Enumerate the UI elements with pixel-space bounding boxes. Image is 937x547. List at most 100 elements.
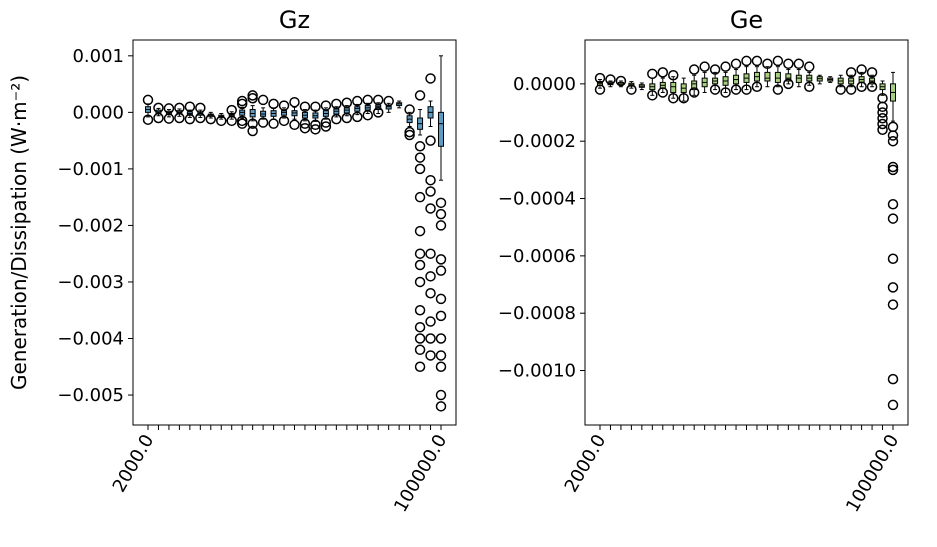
flier	[226, 104, 237, 116]
flier	[414, 225, 426, 237]
flier	[236, 98, 248, 110]
flier	[425, 288, 436, 299]
flier	[435, 361, 447, 373]
flier	[247, 92, 258, 104]
flier	[414, 90, 426, 101]
flier	[142, 114, 154, 125]
flier	[414, 248, 426, 259]
flier	[435, 350, 447, 361]
flier	[163, 113, 175, 124]
flier	[195, 112, 206, 124]
flier	[887, 299, 899, 310]
flier	[299, 101, 311, 112]
flier	[435, 401, 447, 412]
flier	[835, 84, 846, 95]
box	[354, 106, 361, 112]
y-tick-label: −0.0008	[498, 303, 576, 324]
flier	[414, 163, 426, 175]
flier	[216, 115, 227, 127]
chart-title: Ge	[730, 6, 763, 34]
flier	[887, 282, 899, 293]
flier	[268, 118, 279, 129]
flier	[594, 72, 606, 84]
flier	[435, 265, 447, 276]
flier	[341, 97, 353, 109]
flier	[320, 121, 332, 132]
flier	[142, 94, 154, 106]
plot-frame	[132, 39, 457, 426]
box	[795, 74, 802, 83]
y-axis-label: Generation/Dissipation (W·m⁻²)	[7, 75, 31, 390]
x-tick-label: 100000.0	[390, 431, 451, 516]
flier	[372, 107, 384, 118]
flier	[647, 90, 658, 101]
flier	[310, 119, 321, 131]
flier	[153, 102, 164, 114]
flier	[331, 113, 342, 125]
flier	[236, 118, 248, 129]
x-tick-label: 2000.0	[561, 431, 611, 496]
flier	[362, 109, 373, 121]
flier	[153, 112, 164, 124]
flier	[688, 87, 700, 98]
flier	[414, 344, 426, 356]
y-tick-label: −0.003	[57, 272, 124, 293]
flier	[320, 100, 332, 111]
flier	[877, 107, 888, 118]
flier	[236, 95, 248, 107]
flier	[257, 117, 269, 128]
y-tick-label: −0.0006	[498, 246, 576, 267]
flier	[856, 64, 867, 75]
flier	[741, 55, 752, 67]
flier	[372, 94, 384, 106]
flier	[887, 399, 899, 411]
flier	[435, 333, 447, 344]
flier	[404, 129, 415, 141]
flier	[414, 152, 426, 163]
flier	[657, 87, 669, 98]
flier	[709, 84, 721, 95]
flier	[414, 259, 426, 271]
flier	[320, 117, 332, 128]
flier	[278, 115, 290, 127]
flier	[425, 135, 436, 146]
flier	[341, 112, 353, 124]
flier	[425, 333, 436, 344]
flier	[236, 115, 248, 127]
flier	[299, 122, 311, 134]
flier	[352, 111, 363, 123]
y-tick-label: −0.002	[57, 215, 124, 236]
flier	[289, 119, 300, 131]
y-tick-label: 0.001	[72, 46, 124, 67]
flier	[435, 310, 447, 322]
flier	[362, 94, 373, 106]
flier	[174, 102, 185, 114]
flier	[425, 174, 436, 186]
flier	[414, 321, 426, 333]
chart-title: Gz	[279, 6, 310, 34]
flier	[866, 67, 878, 78]
flier	[720, 87, 731, 98]
flier	[877, 113, 888, 124]
flier	[425, 73, 436, 84]
flier	[404, 126, 415, 138]
flier	[435, 220, 447, 231]
flier	[435, 197, 447, 209]
flier	[425, 350, 436, 361]
flier	[887, 373, 899, 385]
x-tick-label: 2000.0	[109, 431, 159, 496]
flier	[247, 118, 258, 129]
flier	[310, 124, 321, 135]
y-tick-label: −0.0010	[498, 361, 576, 382]
flier	[278, 100, 290, 111]
flier	[352, 95, 363, 107]
flier	[174, 112, 185, 124]
flier	[195, 102, 206, 114]
flier	[668, 70, 679, 81]
y-tick-label: −0.0004	[498, 189, 576, 210]
flier	[435, 293, 447, 305]
flier	[268, 98, 279, 110]
box	[670, 81, 677, 93]
flier	[414, 361, 426, 373]
y-tick-label: −0.0002	[498, 131, 576, 152]
